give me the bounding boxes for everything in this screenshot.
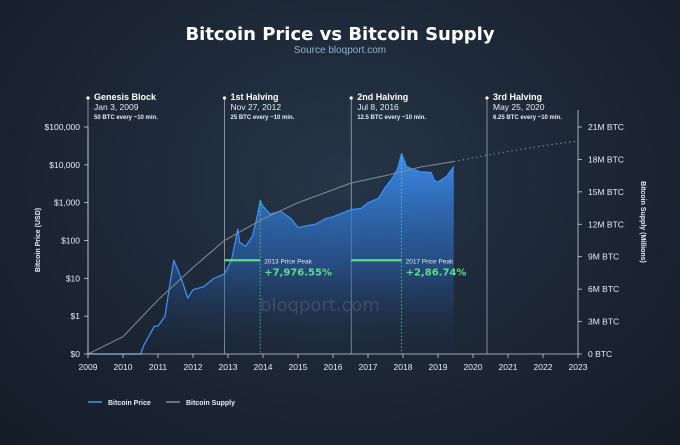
halving-reward: 25 BTC every ~10 min. bbox=[231, 115, 295, 121]
x-tick-label: 2011 bbox=[149, 362, 168, 372]
x-tick-label: 2010 bbox=[114, 362, 133, 372]
x-tick-label: 2020 bbox=[464, 362, 483, 372]
halving-reward: 50 BTC every ~10 min. bbox=[94, 115, 158, 121]
peak-label: 2013 Price Peak bbox=[264, 258, 312, 265]
x-tick-label: 2013 bbox=[219, 362, 238, 372]
halving-marker bbox=[349, 96, 353, 100]
x-tick-label: 2023 bbox=[569, 362, 588, 372]
x-tick-label: 2019 bbox=[429, 362, 448, 372]
y2-tick-label: 3M BTC bbox=[588, 317, 619, 327]
halving-reward: 6.25 BTC every ~10 min. bbox=[493, 115, 562, 121]
y2-axis-title: Bitcoin Supply (Millions) bbox=[639, 181, 646, 263]
chart-title: Bitcoin Price vs Bitcoin Supply bbox=[185, 24, 495, 45]
supply-projection-line bbox=[453, 140, 579, 163]
x-tick-label: 2022 bbox=[534, 362, 553, 372]
x-tick-label: 2016 bbox=[324, 362, 343, 372]
y2-tick-label: 12M BTC bbox=[588, 219, 624, 229]
y2-tick-label: 0 BTC bbox=[588, 349, 612, 359]
x-tick-label: 2021 bbox=[499, 362, 518, 372]
halving-title: 1st Halving bbox=[231, 92, 279, 102]
halving-title: 2nd Halving bbox=[357, 92, 408, 102]
y2-tick-label: 15M BTC bbox=[588, 187, 624, 197]
y-tick-label: $10 bbox=[66, 273, 80, 283]
peak-value: +2,86.74% bbox=[406, 267, 467, 278]
chart-subtitle: Source bloqport.com bbox=[293, 45, 387, 56]
supply-line bbox=[87, 161, 454, 355]
legend-label: Bitcoin Supply bbox=[186, 400, 235, 407]
y-tick-label: $0 bbox=[71, 349, 81, 359]
y2-tick-label: 21M BTC bbox=[588, 122, 624, 132]
halving-marker bbox=[222, 96, 227, 100]
halving-title: Genesis Block bbox=[94, 92, 157, 102]
halving-title: 3rd Halving bbox=[493, 92, 542, 102]
halving-date: May 25, 2020 bbox=[493, 102, 545, 112]
halving-reward: 12.5 BTC every ~10 min. bbox=[357, 115, 426, 121]
y2-tick-label: 6M BTC bbox=[588, 284, 619, 294]
legend-label: Bitcoin Price bbox=[108, 400, 151, 407]
y2-tick-label: 18M BTC bbox=[588, 154, 624, 164]
y2-tick-label: 9M BTC bbox=[588, 252, 619, 262]
x-tick-label: 2009 bbox=[79, 362, 98, 372]
halving-date: Jan 3, 2009 bbox=[94, 102, 139, 112]
y-tick-label: $1,000 bbox=[54, 198, 80, 208]
x-tick-label: 2012 bbox=[184, 362, 203, 372]
x-tick-label: 2015 bbox=[289, 362, 308, 372]
y-axis-title: Bitcoin Price (USD) bbox=[35, 208, 42, 272]
halving-marker bbox=[485, 96, 489, 100]
halving-date: Nov 27, 2012 bbox=[231, 102, 282, 112]
halving-date: Jul 8, 2016 bbox=[357, 102, 399, 112]
y-tick-label: $10,000 bbox=[49, 160, 80, 170]
x-tick-label: 2014 bbox=[254, 362, 273, 372]
price-area bbox=[88, 153, 454, 354]
y-tick-label: $100 bbox=[61, 236, 80, 246]
watermark: bloqport.com bbox=[260, 295, 380, 316]
x-tick-label: 2018 bbox=[394, 362, 413, 372]
y-tick-label: $1 bbox=[71, 311, 81, 321]
peak-label: 2017 Price Peak bbox=[406, 258, 454, 265]
peak-value: +7,976.55% bbox=[264, 267, 332, 278]
halving-marker bbox=[86, 96, 90, 100]
y-tick-label: $100,000 bbox=[45, 122, 81, 132]
x-tick-label: 2017 bbox=[359, 362, 378, 372]
price-line bbox=[88, 153, 455, 355]
